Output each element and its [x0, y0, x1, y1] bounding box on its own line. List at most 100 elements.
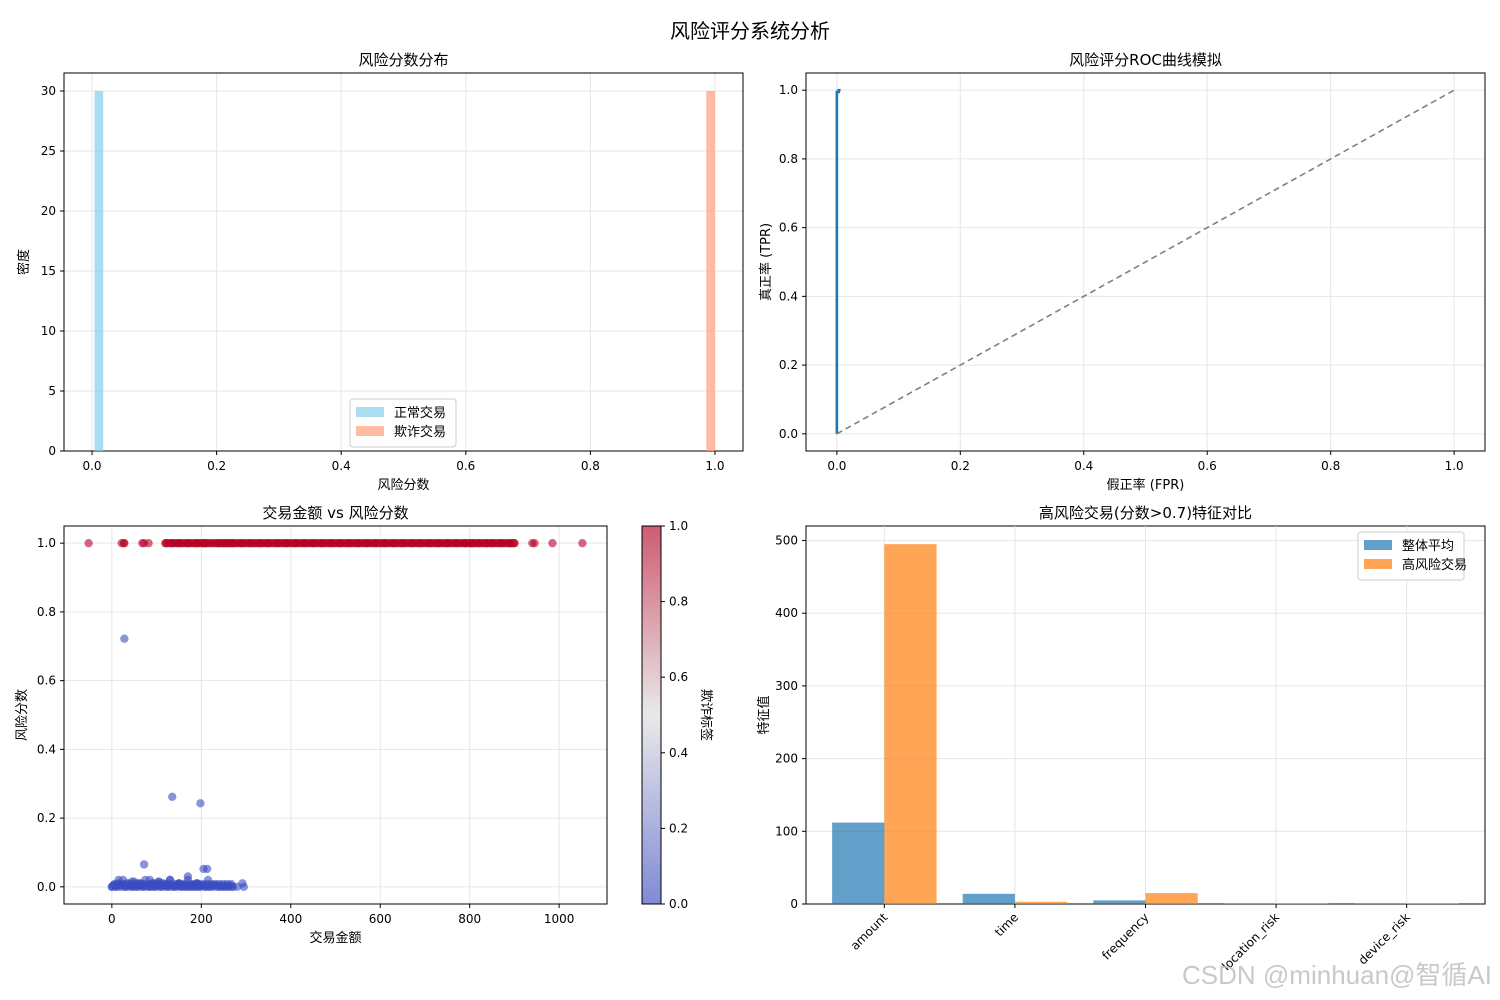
- scatter-point-fraud: [425, 538, 434, 548]
- figure-title: 风险评分系统分析: [670, 19, 830, 43]
- legend-entry: 欺诈交易: [394, 424, 446, 440]
- y-tick-label: 400: [775, 606, 798, 620]
- scatter-point-fraud: [510, 538, 519, 548]
- scatter-point-normal: [163, 882, 172, 892]
- category-label: amount: [848, 910, 891, 953]
- x-tick-label: 0.0: [827, 459, 846, 473]
- feature-bar: [1145, 893, 1198, 904]
- scatter-point-fraud: [174, 538, 184, 548]
- scatter-point-fraud: [228, 538, 237, 548]
- y-tick-label: 0.0: [779, 427, 798, 441]
- scatter-point-fraud: [183, 538, 193, 548]
- x-tick-label: 1000: [544, 912, 575, 926]
- x-tick-label: 0.4: [1074, 459, 1093, 473]
- y-tick-label: 0.2: [37, 811, 56, 825]
- scatter-point-fraud: [371, 538, 380, 548]
- y-axis-label: 密度: [16, 249, 32, 275]
- histogram-bar: [706, 91, 715, 451]
- scatter-point-fraud: [416, 538, 425, 548]
- roc-curve-line: [835, 88, 841, 434]
- scatter-point-fraud: [299, 538, 309, 548]
- scatter-point-fraud: [335, 538, 345, 548]
- x-tick-label: 0.8: [581, 459, 600, 473]
- chart-title: 交易金额 vs 风险分数: [262, 504, 408, 522]
- scatter-point-normal: [168, 792, 177, 801]
- scatter-point-fraud: [120, 538, 129, 548]
- scatter-point-normal: [239, 882, 249, 892]
- scatter-point-fraud: [237, 538, 246, 548]
- watermark: CSDN @minhuan@智循AI: [1182, 960, 1492, 990]
- scatter-point-fraud: [578, 538, 587, 548]
- x-tick-label: 400: [279, 912, 302, 926]
- legend-entry: 整体平均: [1402, 539, 1454, 554]
- scatter-point-normal: [192, 879, 202, 888]
- category-label: device_risk: [1356, 910, 1413, 967]
- colorbar-tick-label: 0.8: [669, 595, 688, 609]
- legend-swatch: [356, 426, 384, 436]
- scatter-point-fraud: [246, 538, 255, 548]
- category-label: time: [992, 910, 1021, 939]
- y-tick-label: 0.0: [37, 880, 56, 894]
- colorbar-tick-label: 0.0: [669, 897, 688, 911]
- scatter-point-fraud: [255, 538, 264, 548]
- feature-bar: [1276, 903, 1329, 904]
- x-tick-label: 1.0: [705, 459, 724, 473]
- y-axis-label: 真正率 (TPR): [758, 223, 774, 301]
- feature-bar: [884, 544, 937, 904]
- x-tick-label: 1.0: [1445, 459, 1464, 473]
- y-tick-label: 30: [41, 84, 56, 98]
- scatter-point-fraud: [273, 538, 282, 548]
- y-tick-label: 1.0: [37, 536, 56, 550]
- scatter-point-fraud: [474, 538, 483, 548]
- feature-bar: [962, 893, 1015, 904]
- legend-entry: 正常交易: [394, 405, 446, 421]
- category-label: frequency: [1099, 910, 1151, 962]
- scatter-point-fraud: [548, 538, 557, 548]
- y-tick-label: 0.8: [779, 152, 798, 166]
- scatter-point-normal: [202, 864, 212, 874]
- scatter-point-normal: [174, 879, 184, 888]
- plot-frame: [805, 72, 1486, 452]
- y-tick-label: 0.4: [37, 742, 56, 756]
- y-tick-label: 20: [41, 204, 56, 218]
- y-tick-label: 0.6: [37, 674, 56, 688]
- y-tick-label: 25: [41, 144, 56, 158]
- scatter-point-normal: [120, 634, 129, 643]
- y-tick-label: 500: [775, 534, 798, 548]
- scatter-point-normal: [165, 875, 175, 885]
- colorbar-gradient: [642, 526, 661, 904]
- scatter-point-fraud: [264, 538, 273, 548]
- chart-panel-scatter: 0 200 400 600 800 1000 0.0 0.2 0.4 0.6 0.8 1.0 交易金额 …: [15, 504, 714, 946]
- scatter-point-normal: [183, 875, 193, 885]
- scatter-point-fraud: [144, 538, 153, 548]
- legend-entry: 高风险交易: [1402, 557, 1467, 573]
- feature-bar: [1014, 901, 1068, 904]
- histogram-bar: [94, 91, 104, 451]
- chart-title: 风险分数分布: [358, 51, 448, 69]
- y-tick-label: 5: [48, 384, 56, 398]
- colorbar-tick-label: 1.0: [669, 519, 688, 533]
- legend-swatch: [1364, 559, 1392, 569]
- x-tick-label: 0.6: [1198, 459, 1217, 473]
- chart-panel-hist: 0.0 0.2 0.4 0.6 0.8 1.0 0 5 10 15 20 25 30 风险分数分布风险分数…: [16, 51, 744, 493]
- random-baseline-line: [836, 89, 1455, 435]
- scatter-point-fraud: [308, 538, 318, 548]
- scatter-point-fraud: [530, 538, 539, 548]
- plot-frame: [63, 525, 608, 905]
- scatter-point-fraud: [467, 538, 477, 548]
- scatter-point-fraud: [434, 538, 443, 548]
- plot-frame: [63, 72, 744, 452]
- scatter-point-fraud: [389, 538, 398, 548]
- y-tick-label: 0: [48, 444, 56, 458]
- x-axis-label: 假正率 (FPR): [1107, 477, 1185, 493]
- y-tick-label: 300: [775, 679, 798, 693]
- y-tick-label: 100: [775, 824, 798, 838]
- y-tick-label: 0.8: [37, 605, 56, 619]
- scatter-point-fraud: [192, 538, 202, 548]
- x-tick-label: 0.2: [951, 459, 970, 473]
- scatter-point-fraud: [380, 538, 389, 548]
- scatter-point-fraud: [326, 538, 336, 548]
- scatter-point-normal: [196, 799, 205, 808]
- scatter-point-fraud: [487, 538, 497, 548]
